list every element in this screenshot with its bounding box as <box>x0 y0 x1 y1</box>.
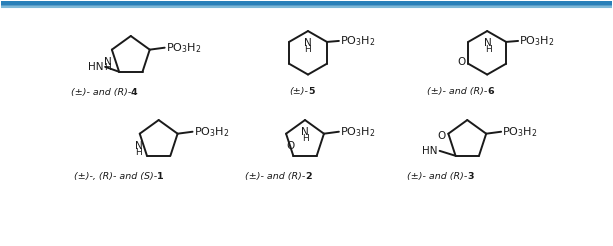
Text: (±)- and (R)-: (±)- and (R)- <box>407 172 467 182</box>
Text: N: N <box>135 141 143 151</box>
Text: 1: 1 <box>157 172 163 182</box>
Text: N: N <box>104 57 112 67</box>
Text: H: H <box>135 148 142 156</box>
Text: HN: HN <box>88 62 103 72</box>
Text: 3: 3 <box>467 172 474 182</box>
Text: N: N <box>484 38 492 48</box>
Text: O: O <box>286 141 294 151</box>
Text: $\mathregular{PO_3H_2}$: $\mathregular{PO_3H_2}$ <box>340 34 375 48</box>
Text: (±)- and (R)-: (±)- and (R)- <box>427 87 487 96</box>
Text: (±)-: (±)- <box>289 87 308 96</box>
Text: H: H <box>485 45 492 54</box>
Text: $\mathregular{PO_3H_2}$: $\mathregular{PO_3H_2}$ <box>166 41 201 55</box>
Text: HN: HN <box>422 146 438 156</box>
Text: 6: 6 <box>487 87 494 96</box>
Text: (±)-, (R)- and (S)-: (±)-, (R)- and (S)- <box>74 172 157 182</box>
Text: N: N <box>304 38 312 48</box>
Text: $\mathregular{PO_3H_2}$: $\mathregular{PO_3H_2}$ <box>194 125 229 138</box>
Text: 5: 5 <box>308 87 314 96</box>
Text: H: H <box>302 134 308 143</box>
Text: H: H <box>104 63 111 73</box>
Text: $\mathregular{PO_3H_2}$: $\mathregular{PO_3H_2}$ <box>519 34 555 48</box>
Text: (±)- and (R)-: (±)- and (R)- <box>70 88 131 97</box>
Text: N: N <box>301 127 309 137</box>
Text: 4: 4 <box>131 88 137 97</box>
Text: 2: 2 <box>305 172 311 182</box>
Text: O: O <box>437 131 446 141</box>
Text: $\mathregular{PO_3H_2}$: $\mathregular{PO_3H_2}$ <box>502 125 538 138</box>
Text: $\mathregular{PO_3H_2}$: $\mathregular{PO_3H_2}$ <box>340 125 375 138</box>
Text: O: O <box>457 57 465 67</box>
Text: (±)- and (R)-: (±)- and (R)- <box>245 172 305 182</box>
Text: H: H <box>305 45 311 54</box>
